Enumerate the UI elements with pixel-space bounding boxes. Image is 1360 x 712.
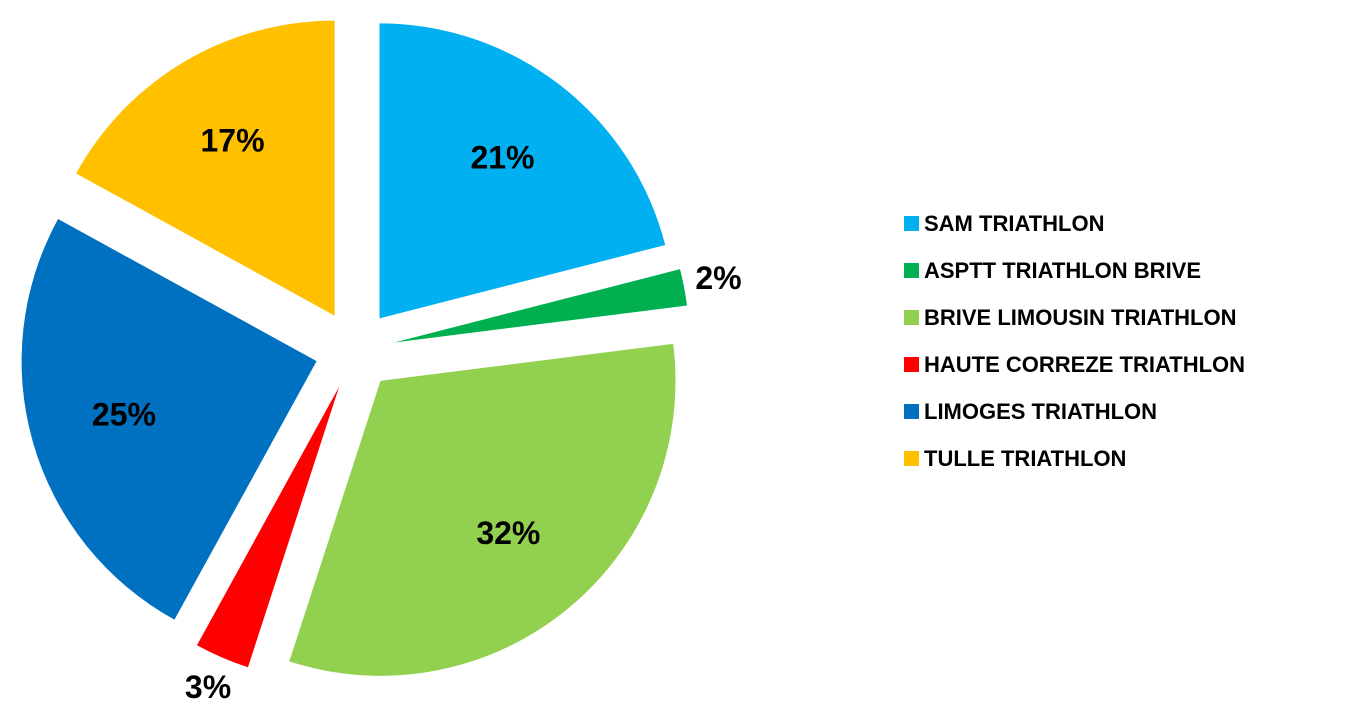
pie-slice xyxy=(379,23,666,319)
legend-swatch xyxy=(904,216,919,231)
legend-label: HAUTE CORREZE TRIATHLON xyxy=(924,352,1245,377)
legend-swatch xyxy=(904,310,919,325)
legend-label: SAM TRIATHLON xyxy=(924,211,1104,236)
data-label: 32% xyxy=(476,515,540,551)
legend-label: BRIVE LIMOUSIN TRIATHLON xyxy=(924,305,1236,330)
pie-slice xyxy=(196,386,340,668)
pie-slice xyxy=(289,343,676,676)
data-label: 25% xyxy=(92,397,156,433)
legend-label: ASPTT TRIATHLON BRIVE xyxy=(924,258,1201,283)
legend-swatch xyxy=(904,263,919,278)
pie-slice xyxy=(76,20,335,316)
data-label: 2% xyxy=(695,260,741,296)
pie-slice xyxy=(394,269,687,343)
data-label: 17% xyxy=(201,122,265,158)
legend-label: TULLE TRIATHLON xyxy=(924,446,1126,471)
legend-swatch xyxy=(904,357,919,372)
legend-label: LIMOGES TRIATHLON xyxy=(924,399,1157,424)
data-label: 21% xyxy=(470,139,534,175)
legend-swatch xyxy=(904,451,919,466)
pie-slice xyxy=(21,219,317,620)
data-label: 3% xyxy=(185,669,231,705)
legend-swatch xyxy=(904,404,919,419)
